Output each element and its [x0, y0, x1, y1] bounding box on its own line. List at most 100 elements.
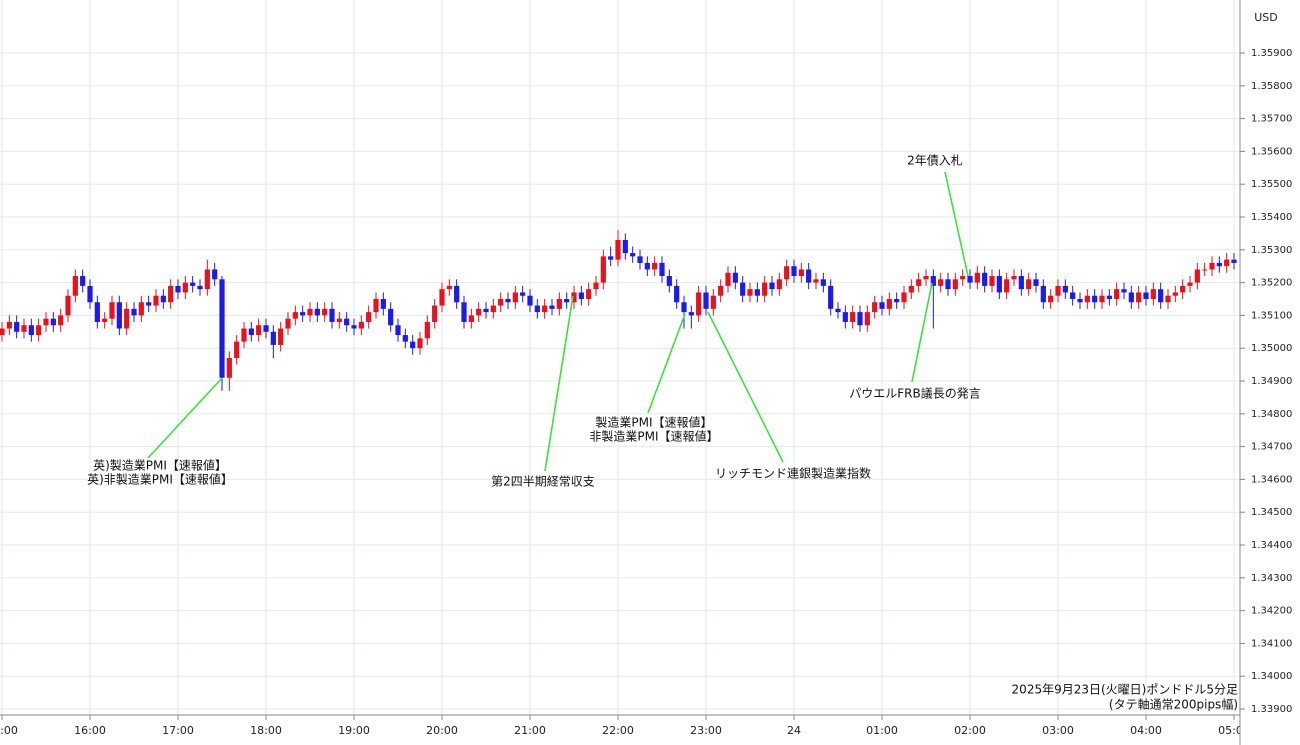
candle-body [388, 308, 394, 326]
candle-body [776, 279, 782, 290]
candle-body [1040, 285, 1046, 303]
candle-body [50, 318, 56, 326]
candle-body [644, 262, 650, 270]
candle-body [182, 282, 188, 293]
candle-body [996, 276, 1002, 293]
x-tick-label: 16:00 [74, 724, 106, 737]
candle-body [710, 295, 716, 309]
annotation-pointer [707, 311, 784, 463]
x-tick-label: 05:00 [1218, 724, 1250, 737]
candle-body [116, 302, 122, 329]
candle-body [439, 289, 445, 306]
candle-body [190, 282, 196, 286]
candle-body [417, 338, 423, 349]
candle-body [1018, 276, 1024, 290]
y-tick-label: 1.34700 [1251, 442, 1292, 453]
candle-body [1055, 285, 1061, 296]
candle-body [21, 325, 27, 332]
candle-body [43, 318, 49, 326]
annotation-pointer [944, 171, 969, 277]
candle-body [1048, 295, 1054, 303]
candle-body [1231, 259, 1237, 263]
candle-body [87, 285, 93, 303]
candle-body [1062, 285, 1068, 293]
candle-body [263, 325, 269, 332]
candle-body [615, 239, 621, 260]
candle-body [314, 308, 320, 316]
y-axis: 1.35900 1.35800 1.35700 1.35600 1.35500 1.354… [1240, 48, 1292, 715]
candle-body [960, 276, 966, 280]
candle-body [212, 269, 218, 280]
candle-body [754, 289, 760, 296]
candle-body [454, 285, 460, 303]
candle-body [1158, 289, 1164, 303]
x-tick-label: 24 [787, 724, 801, 737]
candle-body [146, 302, 152, 306]
candle-body [153, 295, 159, 306]
candle-body [1070, 292, 1076, 299]
candle-body [461, 302, 467, 322]
x-axis: 15:00 16:00 17:00 18:00 19:00 20:00 21:00 22:00… [0, 715, 1250, 737]
candle-body [1121, 289, 1127, 293]
grid [0, 0, 1240, 715]
candle-body [483, 308, 489, 313]
candle-body [637, 256, 643, 263]
candle-body [358, 321, 364, 329]
candle-body [285, 318, 291, 329]
candle-body [204, 269, 210, 290]
y-tick-label: 1.34100 [1251, 638, 1292, 649]
candle-body [622, 239, 628, 254]
annotation-text: 製造業PMI【速報値】 [595, 415, 712, 430]
candle-body [102, 318, 108, 322]
candle-body [1033, 279, 1039, 286]
y-tick-label: 1.34400 [1251, 540, 1292, 551]
candle-body [600, 256, 606, 283]
candle-body [886, 299, 892, 309]
candle-body [512, 292, 518, 303]
candle-body [769, 282, 775, 290]
candle-body [872, 302, 878, 313]
candle-body [813, 279, 819, 283]
y-tick-label: 1.35800 [1251, 81, 1292, 92]
annotation-text: 第2四半期経常収支 [491, 475, 595, 489]
annotation-pointer [911, 282, 933, 383]
y-tick-label: 1.33900 [1251, 704, 1292, 715]
candle-body [402, 335, 408, 342]
candle-body [1194, 269, 1200, 283]
annotation-pointer [647, 313, 686, 414]
candle-body [740, 282, 746, 296]
candle-body [58, 315, 64, 326]
candle-body [28, 325, 34, 336]
candle-body [652, 262, 658, 270]
candle-body [1099, 295, 1105, 303]
candle-body [681, 302, 687, 313]
candle-body [564, 299, 570, 303]
candle-body [219, 279, 225, 378]
candle-body [138, 302, 144, 316]
candle-body [300, 312, 306, 316]
candle-body [608, 256, 614, 260]
annotation-text: パウエルFRB議長の発言 [849, 387, 980, 401]
candle-body [952, 279, 958, 290]
candle-body [703, 292, 709, 309]
candle-body [14, 321, 20, 332]
candle-body [175, 285, 181, 293]
candle-body [65, 295, 71, 316]
candle-body [248, 328, 254, 336]
x-tick-label: 20:00 [426, 724, 458, 737]
candle-body [109, 302, 115, 319]
y-tick-label: 1.35300 [1251, 245, 1292, 256]
y-tick-label: 1.34600 [1251, 474, 1292, 485]
candle-body [1114, 289, 1120, 299]
candle-body [784, 266, 790, 280]
candle-body [527, 295, 533, 306]
candle-body [1209, 262, 1215, 270]
candle-body [835, 308, 841, 313]
footnote: (タテ軸通常200pips幅) [1109, 697, 1238, 712]
x-tick-label: 17:00 [162, 724, 194, 737]
x-tick-label: 02:00 [954, 724, 986, 737]
candle-body [256, 325, 262, 336]
candle-body [36, 325, 42, 336]
candle-body [630, 253, 636, 257]
